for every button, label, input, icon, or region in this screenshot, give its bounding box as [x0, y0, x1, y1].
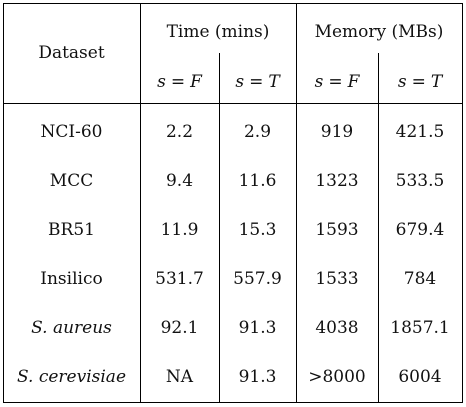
row-time-false: NA — [165, 367, 194, 387]
row-memory-true: 6004 — [398, 367, 442, 387]
row-memory-false: >8000 — [308, 367, 366, 387]
row-dataset: MCC — [49, 171, 94, 191]
header-rule — [3, 103, 463, 104]
header-memory-group: Memory (MBs) — [314, 22, 444, 42]
row-time-true: 557.9 — [233, 269, 282, 289]
row-memory-true: 784 — [403, 269, 437, 289]
left-border — [3, 3, 4, 403]
bottom-rule — [3, 402, 463, 403]
row-time-true: 15.3 — [238, 220, 277, 240]
header-time-s-true: s = T — [235, 72, 280, 92]
dataset-divider — [140, 3, 141, 403]
row-memory-false: 1323 — [315, 171, 359, 191]
row-time-false: 9.4 — [165, 171, 194, 191]
row-memory-true: 421.5 — [395, 122, 445, 142]
right-border — [462, 3, 463, 403]
row-memory-true: 679.4 — [395, 220, 445, 240]
group-divider — [296, 3, 297, 403]
row-memory-true: 1857.1 — [390, 318, 450, 338]
row-time-false: 11.9 — [160, 220, 199, 240]
memory-subcolumn-divider — [378, 53, 379, 403]
row-dataset: S. aureus — [31, 318, 112, 338]
row-dataset: Insilico — [40, 269, 103, 289]
header-memory-s-false: s = F — [314, 72, 360, 92]
results-table: Dataset Time (mins) Memory (MBs) s = F s = T… — [3, 3, 463, 403]
row-time-false: 2.2 — [165, 122, 194, 142]
header-memory-s-true: s = T — [397, 72, 443, 92]
row-time-true: 2.9 — [243, 122, 272, 142]
time-subcolumn-divider — [219, 53, 220, 403]
row-time-true: 11.6 — [238, 171, 277, 191]
header-time-group: Time (mins) — [166, 22, 270, 42]
row-memory-false: 919 — [320, 122, 354, 142]
row-time-false: 531.7 — [155, 269, 204, 289]
row-memory-false: 1593 — [315, 220, 359, 240]
header-dataset: Dataset — [38, 43, 105, 63]
row-memory-false: 4038 — [315, 318, 359, 338]
row-time-false: 92.1 — [160, 318, 199, 338]
row-time-true: 91.3 — [238, 318, 277, 338]
row-dataset: S. cerevisiae — [16, 367, 126, 387]
header-time-s-false: s = F — [157, 72, 202, 92]
row-dataset: BR51 — [48, 220, 95, 240]
top-rule — [3, 3, 463, 4]
row-memory-true: 533.5 — [395, 171, 445, 191]
row-dataset: NCI-60 — [40, 122, 103, 142]
row-memory-false: 1533 — [315, 269, 359, 289]
row-time-true: 91.3 — [238, 367, 277, 387]
